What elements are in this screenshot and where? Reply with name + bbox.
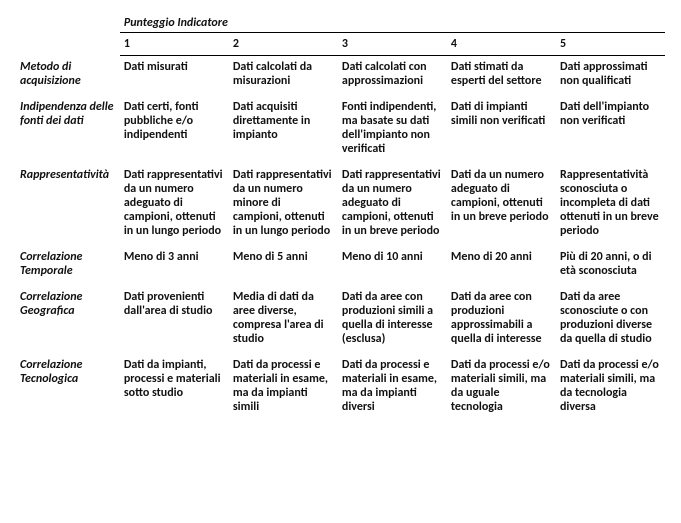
cell: Dati approssimati non qualificati <box>556 56 665 97</box>
overheader-label: Punteggio Indicatore <box>120 12 665 33</box>
column-3-header: 3 <box>338 33 447 56</box>
cell: Dati da impianti, processi e materiali s… <box>120 354 229 422</box>
cell: Dati da un numero adeguato di campioni, … <box>447 164 556 246</box>
cell: Dati rappresentativi da un numero adegua… <box>120 164 229 246</box>
cell: Dati acquisiti direttamente in impianto <box>229 96 338 164</box>
cell: Dati calcolati da misurazioni <box>229 56 338 97</box>
cell: Rappresentatività sconosciuta o incomple… <box>556 164 665 246</box>
overheader-row: Punteggio Indicatore <box>16 12 665 33</box>
table-row: Rappresentatività Dati rappresentativi d… <box>16 164 665 246</box>
table-body: Metodo di acquisizione Dati misurati Dat… <box>16 56 665 423</box>
cell: Dati da processi e materiali in esame, m… <box>338 354 447 422</box>
column-number-row: 1 2 3 4 5 <box>16 33 665 56</box>
cell: Meno di 10 anni <box>338 246 447 286</box>
row-label: Metodo di acquisizione <box>16 56 120 97</box>
cell: Dati da aree sconosciute o con produzion… <box>556 286 665 354</box>
cell: Dati dell'impianto non verificati <box>556 96 665 164</box>
cell: Dati di impianti simili non verificati <box>447 96 556 164</box>
table-row: Correlazione Temporale Meno di 3 anni Me… <box>16 246 665 286</box>
cell: Meno di 5 anni <box>229 246 338 286</box>
column-1-header: 1 <box>120 33 229 56</box>
cell: Dati misurati <box>120 56 229 97</box>
table-row: Correlazione Tecnologica Dati da impiant… <box>16 354 665 422</box>
pedigree-matrix-table: Punteggio Indicatore 1 2 3 4 5 Metodo di… <box>16 12 665 422</box>
column-2-header: 2 <box>229 33 338 56</box>
cell: Dati da aree con produzioni approssimabi… <box>447 286 556 354</box>
table-row: Correlazione Geografica Dati provenienti… <box>16 286 665 354</box>
row-label: Correlazione Geografica <box>16 286 120 354</box>
cell: Meno di 20 anni <box>447 246 556 286</box>
colnum-blank <box>16 33 120 56</box>
overheader-blank <box>16 12 120 33</box>
table-row: Indipendenza delle fonti dei dati Dati c… <box>16 96 665 164</box>
cell: Dati da aree con produzioni simili a que… <box>338 286 447 354</box>
cell: Dati provenienti dall'area di studio <box>120 286 229 354</box>
cell: Media di dati da aree diverse, compresa … <box>229 286 338 354</box>
column-5-header: 5 <box>556 33 665 56</box>
cell: Dati stimati da esperti del settore <box>447 56 556 97</box>
cell: Meno di 3 anni <box>120 246 229 286</box>
row-label: Correlazione Temporale <box>16 246 120 286</box>
cell: Dati da processi e/o materiali simili, m… <box>447 354 556 422</box>
row-label: Correlazione Tecnologica <box>16 354 120 422</box>
column-4-header: 4 <box>447 33 556 56</box>
table-row: Metodo di acquisizione Dati misurati Dat… <box>16 56 665 97</box>
cell: Dati da processi e materiali in esame, m… <box>229 354 338 422</box>
row-label: Indipendenza delle fonti dei dati <box>16 96 120 164</box>
cell: Dati certi, fonti pubbliche e/o indipend… <box>120 96 229 164</box>
cell: Dati rappresentativi da un numero minore… <box>229 164 338 246</box>
cell: Dati da processi e/o materiali simili, m… <box>556 354 665 422</box>
cell: Dati rappresentativi da un numero adegua… <box>338 164 447 246</box>
cell: Più di 20 anni, o di età sconosciuta <box>556 246 665 286</box>
row-label: Rappresentatività <box>16 164 120 246</box>
cell: Dati calcolati con approssimazioni <box>338 56 447 97</box>
cell: Fonti indipendenti, ma basate su dati de… <box>338 96 447 164</box>
